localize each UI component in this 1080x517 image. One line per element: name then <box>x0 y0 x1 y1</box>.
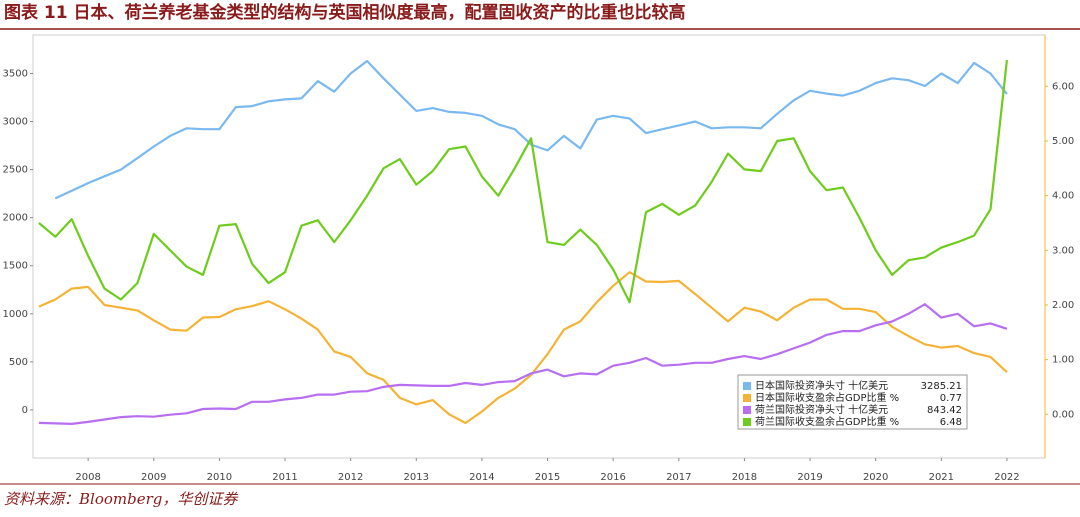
y2-tick-label: 5.00 <box>1052 136 1074 147</box>
plot <box>38 59 1008 425</box>
series-line <box>38 271 1008 425</box>
x-tick-label: 2019 <box>797 472 822 483</box>
y-tick-label: 3000 <box>3 117 28 128</box>
legend-box <box>737 374 968 430</box>
y2-tick-label: 3.00 <box>1052 245 1074 256</box>
legend-value: 6.48 <box>940 417 962 428</box>
y-tick-label: 1000 <box>3 309 28 320</box>
x-tick-label: 2008 <box>75 472 100 483</box>
y-tick-label: 2500 <box>3 165 28 176</box>
legend-swatch <box>743 382 751 390</box>
x-tick-label: 2013 <box>404 472 429 483</box>
legend-value: 3285.21 <box>921 381 962 392</box>
x-tick-label: 2015 <box>535 472 560 483</box>
legend-swatch <box>743 394 751 402</box>
legend-swatch <box>743 406 751 414</box>
y2-tick-label: 2.00 <box>1052 300 1074 311</box>
legend-swatch <box>743 418 751 426</box>
y-tick-label: 500 <box>9 357 28 368</box>
x-tick-label: 2021 <box>929 472 954 483</box>
x-tick-label: 2016 <box>600 472 625 483</box>
legend-label: 日本国际收支盈余占GDP比重 % <box>755 391 899 404</box>
x-tick-label: 2020 <box>863 472 888 483</box>
y-tick-label: 1500 <box>3 261 28 272</box>
x-tick-label: 2022 <box>994 472 1019 483</box>
x-tick-label: 2017 <box>666 472 691 483</box>
series-line <box>38 59 1008 304</box>
x-tick-label: 2010 <box>207 472 232 483</box>
y2-tick-label: 1.00 <box>1052 355 1074 366</box>
legend-label: 日本国际投资净头寸 十亿美元 <box>755 379 888 392</box>
legend-label: 荷兰国际投资净头寸 十亿美元 <box>755 403 888 416</box>
series-line <box>38 303 1008 425</box>
x-tick-label: 2011 <box>272 472 297 483</box>
legend-value: 0.77 <box>940 393 962 404</box>
y-tick-label: 2000 <box>3 213 28 224</box>
x-tick-label: 2009 <box>141 472 166 483</box>
x-tick-label: 2012 <box>338 472 363 483</box>
y2-tick-label: 0.00 <box>1052 409 1074 420</box>
chart-title: 图表 11 日本、荷兰养老基金类型的结构与英国相似度最高，配置固收资产的比重也比… <box>4 2 686 23</box>
source: 资料来源：Bloomberg，华创证券 <box>4 490 238 508</box>
x-tick-label: 2014 <box>469 472 494 483</box>
y-tick-label: 0 <box>22 405 28 416</box>
legend: 日本国际投资净头寸 十亿美元 3285.21 日本国际收支盈余占GDP比重 % 0.7… <box>737 374 968 430</box>
legend-label: 荷兰国际收支盈余占GDP比重 % <box>755 415 899 428</box>
y-tick-label: 3500 <box>3 68 28 79</box>
legend-value: 843.42 <box>927 405 962 416</box>
y2-tick-label: 4.00 <box>1052 191 1074 202</box>
x-tick-label: 2018 <box>732 472 757 483</box>
y2-tick-label: 6.00 <box>1052 81 1074 92</box>
